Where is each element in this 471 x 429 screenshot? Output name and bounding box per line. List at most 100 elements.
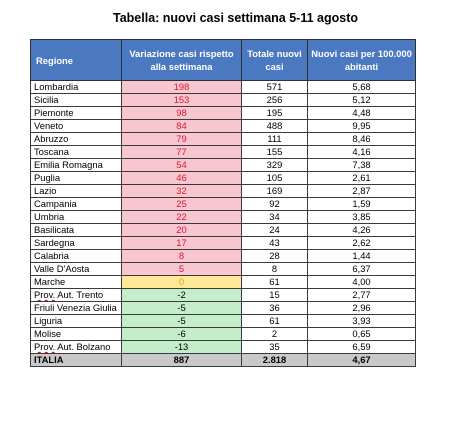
table-row: Abruzzo 79 111 8,46	[30, 132, 416, 146]
table-row: Toscana 77 155 4,16	[30, 145, 416, 159]
variation-cell: 79	[121, 132, 242, 146]
header-region: Regione	[30, 39, 122, 81]
table-row: Prov. Aut. Trento -2 15 2,77	[30, 288, 416, 302]
table-row: Basilicata 20 24 4,26	[30, 223, 416, 237]
total-cell: 111	[241, 132, 308, 146]
region-cell: Sicilia	[30, 93, 122, 107]
variation-cell: -2	[121, 288, 242, 302]
total-per100k-cell: 4,67	[307, 353, 416, 367]
total-cell: 571	[241, 80, 308, 94]
region-cell: Lombardia	[30, 80, 122, 94]
variation-cell: 77	[121, 145, 242, 159]
variation-cell: 17	[121, 236, 242, 250]
per100k-cell: 3,93	[307, 314, 416, 328]
total-cell: 35	[241, 340, 308, 354]
variation-cell: 8	[121, 249, 242, 263]
region-label: Aut. Bolzano	[55, 341, 111, 353]
total-cell: 92	[241, 197, 308, 211]
variation-cell: -13	[121, 340, 242, 354]
variation-cell: -6	[121, 327, 242, 341]
variation-cell: 22	[121, 210, 242, 224]
table-row: Marche 0 61 4,00	[30, 275, 416, 289]
total-cell: 256	[241, 93, 308, 107]
spell-underline: Prov.	[34, 341, 56, 353]
total-region-cell: ITALIA	[30, 353, 122, 367]
header-row: Regione Variazione casi rispetto alla se…	[30, 39, 416, 81]
per100k-cell: 5,12	[307, 93, 416, 107]
table-row: Umbria 22 34 3,85	[30, 210, 416, 224]
total-cell: 28	[241, 249, 308, 263]
region-cell: Sardegna	[30, 236, 122, 250]
total-cell: 329	[241, 158, 308, 172]
variation-cell: 0	[121, 275, 242, 289]
per100k-cell: 8,46	[307, 132, 416, 146]
per100k-cell: 4,26	[307, 223, 416, 237]
table-row: Puglia 46 105 2,61	[30, 171, 416, 185]
region-cell: Basilicata	[30, 223, 122, 237]
table-body: Lombardia 198 571 5,68 Sicilia 153 256 5,12 Piem…	[30, 80, 416, 367]
table-row: Molise -6 2 0,65	[30, 327, 416, 341]
header-variation: Variazione casi rispetto alla settimana	[121, 39, 242, 81]
per100k-cell: 5,68	[307, 80, 416, 94]
per100k-cell: 4,16	[307, 145, 416, 159]
region-cell: Prov. Aut. Trento	[30, 288, 122, 302]
total-cell: 34	[241, 210, 308, 224]
per100k-cell: 0,65	[307, 327, 416, 341]
region-cell: Abruzzo	[30, 132, 122, 146]
variation-cell: 54	[121, 158, 242, 172]
per100k-cell: 4,48	[307, 106, 416, 120]
table-row: Campania 25 92 1,59	[30, 197, 416, 211]
per100k-cell: 6,37	[307, 262, 416, 276]
total-cell: 105	[241, 171, 308, 185]
total-cell: 195	[241, 106, 308, 120]
table-row: Sardegna 17 43 2,62	[30, 236, 416, 250]
variation-cell: 20	[121, 223, 242, 237]
region-cell: Toscana	[30, 145, 122, 159]
region-cell: Emilia Romagna	[30, 158, 122, 172]
region-cell: Puglia	[30, 171, 122, 185]
table-row: Calabria 8 28 1,44	[30, 249, 416, 263]
header-total: Totale nuovi casi	[241, 39, 308, 81]
region-cell: Piemonte	[30, 106, 122, 120]
table-title: Tabella: nuovi casi settimana 5-11 agost…	[113, 11, 358, 25]
table-row: Lazio 32 169 2,87	[30, 184, 416, 198]
per100k-cell: 2,61	[307, 171, 416, 185]
region-cell: Calabria	[30, 249, 122, 263]
total-cell: 2	[241, 327, 308, 341]
per100k-cell: 1,44	[307, 249, 416, 263]
table-row: Lombardia 198 571 5,68	[30, 80, 416, 94]
variation-cell: 32	[121, 184, 242, 198]
total-cell: 155	[241, 145, 308, 159]
region-cell: Lazio	[30, 184, 122, 198]
total-row: ITALIA 887 2.818 4,67	[30, 353, 416, 367]
per100k-cell: 7,38	[307, 158, 416, 172]
region-cell: Campania	[30, 197, 122, 211]
variation-cell: 5	[121, 262, 242, 276]
variation-cell: -5	[121, 301, 242, 315]
total-variation-cell: 887	[121, 353, 242, 367]
per100k-cell: 6,59	[307, 340, 416, 354]
table-row: Friuli Venezia Giulia -5 36 2,96	[30, 301, 416, 315]
table-row: Sicilia 153 256 5,12	[30, 93, 416, 107]
region-cell: Molise	[30, 327, 122, 341]
region-cell: Veneto	[30, 119, 122, 133]
region-cell: Marche	[30, 275, 122, 289]
variation-cell: 198	[121, 80, 242, 94]
per100k-cell: 4,00	[307, 275, 416, 289]
table-row: Valle D'Aosta 5 8 6,37	[30, 262, 416, 276]
region-cell: Umbria	[30, 210, 122, 224]
per100k-cell: 2,62	[307, 236, 416, 250]
total-total-cell: 2.818	[241, 353, 308, 367]
table-row: Veneto 84 488 9,95	[30, 119, 416, 133]
region-cell: Liguria	[30, 314, 122, 328]
header-per100k: Nuovi casi per 100.000 abitanti	[307, 39, 416, 81]
table-row: Liguria -5 61 3,93	[30, 314, 416, 328]
region-cell: Friuli Venezia Giulia	[30, 301, 122, 315]
region-label: Aut. Trento	[55, 289, 104, 301]
total-cell: 24	[241, 223, 308, 237]
per100k-cell: 9,95	[307, 119, 416, 133]
per100k-cell: 2,77	[307, 288, 416, 302]
table-row: Piemonte 98 195 4,48	[30, 106, 416, 120]
per100k-cell: 2,96	[307, 301, 416, 315]
variation-cell: 84	[121, 119, 242, 133]
